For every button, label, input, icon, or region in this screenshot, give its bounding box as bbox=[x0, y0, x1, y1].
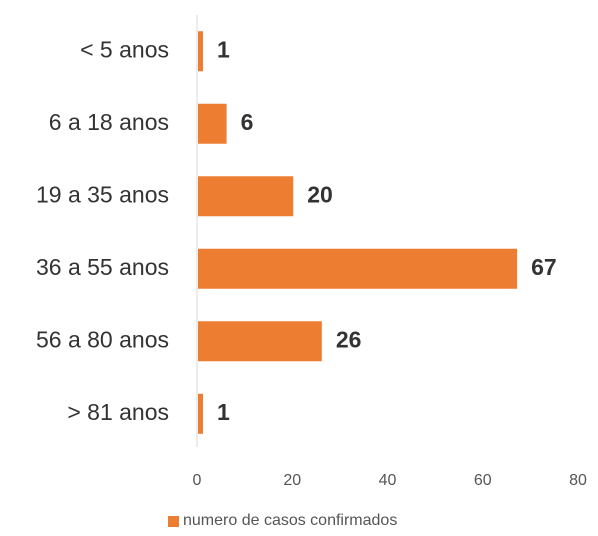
legend-swatch bbox=[168, 515, 179, 527]
data-label: 1 bbox=[217, 36, 230, 62]
bar bbox=[198, 248, 518, 289]
bar-chart: < 5 anos 6 a 18 anos 19 a 35 anos 36 a 55 a… bbox=[36, 15, 587, 489]
bar bbox=[198, 103, 227, 144]
category-label: 56 a 80 anos bbox=[36, 326, 169, 352]
data-label: 26 bbox=[336, 326, 362, 352]
legend: numero de casos confirmados bbox=[168, 511, 397, 531]
data-label: 6 bbox=[241, 109, 254, 135]
bar bbox=[198, 176, 294, 217]
bar bbox=[198, 31, 203, 72]
x-tick-label: 20 bbox=[283, 472, 301, 489]
legend-label: numero de casos confirmados bbox=[183, 512, 398, 529]
x-tick-label: 80 bbox=[569, 472, 587, 489]
category-label: > 81 anos bbox=[67, 399, 169, 425]
x-tick-label: 60 bbox=[474, 472, 492, 489]
x-tick-label: 0 bbox=[193, 472, 202, 489]
data-label: 67 bbox=[531, 254, 557, 280]
category-label: 36 a 55 anos bbox=[36, 254, 169, 280]
category-label: < 5 anos bbox=[80, 36, 169, 62]
bar bbox=[198, 393, 203, 434]
category-label: 6 a 18 anos bbox=[49, 109, 169, 135]
bar bbox=[198, 321, 322, 362]
x-tick-label: 40 bbox=[379, 472, 397, 489]
category-label: 19 a 35 anos bbox=[36, 181, 169, 207]
data-label: 1 bbox=[217, 399, 230, 425]
data-label: 20 bbox=[307, 181, 333, 207]
